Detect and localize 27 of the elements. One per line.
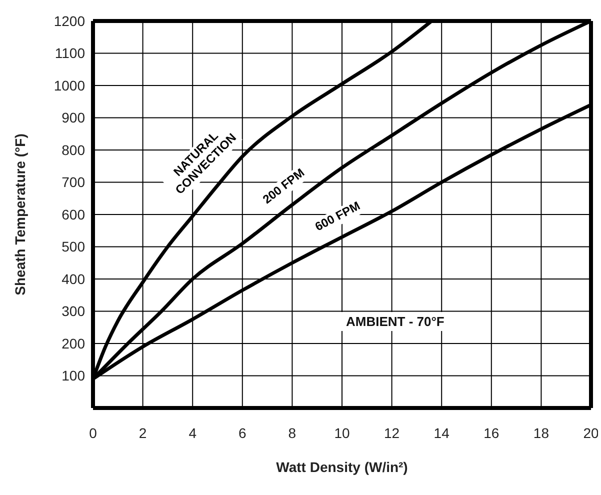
y-tick-label: 200	[62, 335, 86, 352]
annotation: AMBIENT - 70°F	[338, 312, 452, 331]
y-tick-label: 400	[62, 270, 86, 287]
y-tick-label: 700	[62, 174, 86, 190]
x-tick-label: 16	[484, 424, 500, 441]
x-tick-label: 14	[434, 424, 450, 441]
y-tick-label: 900	[62, 110, 86, 126]
x-tick-label: 8	[288, 424, 296, 441]
x-tick-label: 2	[138, 424, 147, 441]
x-tick-label: 20	[583, 424, 599, 441]
x-tick-label: 0	[89, 424, 98, 441]
y-tick-label: 1000	[54, 77, 86, 94]
y-tick-label: 100	[62, 368, 86, 384]
y-tick-label: 300	[62, 303, 86, 320]
x-tick-label: 6	[238, 424, 246, 441]
y-axis-title: Sheath Temperature (°F)	[12, 134, 28, 296]
x-tick-label: 10	[334, 424, 350, 441]
x-tick-label: 4	[188, 424, 197, 441]
y-tick-label: 800	[62, 142, 86, 158]
y-tick-label: 500	[62, 238, 86, 255]
x-axis-title: Watt Density (W/in²)	[276, 459, 408, 475]
y-tick-label: 600	[62, 206, 86, 222]
y-tick-label: 1200	[54, 12, 86, 29]
text: 600 FPM	[312, 198, 362, 234]
x-tick-label: 18	[533, 424, 550, 441]
y-tick-label: 1100	[54, 45, 86, 62]
x-tick-label: 12	[384, 424, 400, 441]
